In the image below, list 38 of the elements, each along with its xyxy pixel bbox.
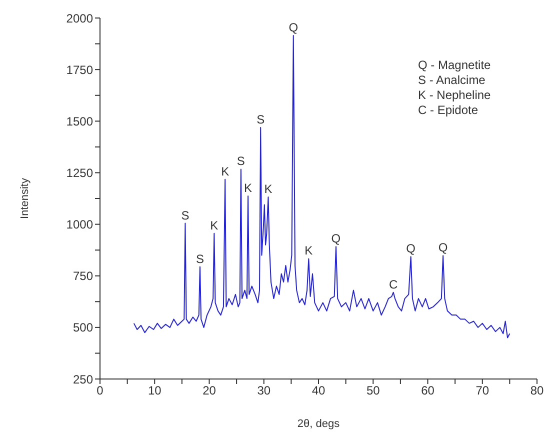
y-tick-label: 750 — [72, 269, 94, 284]
annotation: K - Nepheline — [418, 88, 491, 103]
annotation: K — [210, 218, 218, 232]
x-tick-label: 40 — [312, 384, 326, 398]
annotation: Q — [406, 242, 416, 256]
annotation: Q — [288, 20, 298, 35]
y-tick-label: 1500 — [66, 114, 94, 128]
x-tick-label: 10 — [148, 384, 162, 398]
annotation: S — [196, 252, 204, 266]
annotation: S - Analcime — [418, 73, 486, 88]
annotation: Q — [438, 240, 448, 255]
x-tick-label: 0 — [96, 384, 104, 398]
annotation: Q - Magnetite — [418, 58, 491, 73]
annotation: K — [264, 182, 272, 196]
annotation: K — [304, 244, 313, 258]
x-tick-label: 80 — [530, 384, 544, 398]
y-tick-label: 500 — [72, 320, 94, 335]
y-axis-title: Intensity — [18, 178, 31, 219]
x-tick-label: 20 — [202, 384, 216, 398]
y-tick-label: 1750 — [66, 62, 94, 77]
x-tick-label: 60 — [421, 384, 435, 398]
annotation: K — [244, 181, 252, 196]
y-tick-label: 250 — [72, 372, 94, 386]
annotation: S — [236, 154, 245, 168]
annotation: K — [221, 164, 230, 178]
annotation: C - Epidote — [418, 103, 480, 118]
x-tick-label: 70 — [476, 384, 490, 398]
y-tick-label: 1000 — [66, 218, 94, 232]
y-tick-label: 2000 — [66, 11, 94, 26]
x-tick-label: 50 — [366, 384, 380, 398]
annotation: C — [389, 277, 398, 292]
x-tick-label: 30 — [257, 384, 271, 398]
line-series — [133, 35, 510, 338]
annotation: Q — [331, 232, 341, 246]
y-tick-label: 1250 — [66, 166, 94, 180]
annotation: S — [256, 112, 265, 127]
x-axis-title: 2θ, degs — [297, 418, 340, 430]
annotation: S — [181, 208, 190, 222]
